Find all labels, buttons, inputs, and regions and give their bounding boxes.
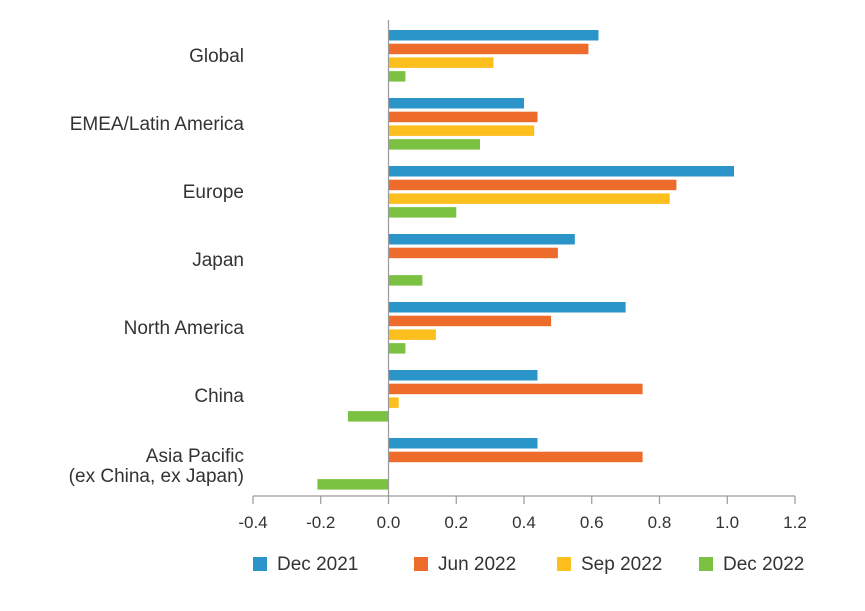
x-tick-label: -0.4 bbox=[238, 513, 267, 532]
bar-sep-2022-0 bbox=[388, 57, 494, 68]
bar-sep-2022-5 bbox=[388, 397, 399, 408]
bars-layer bbox=[317, 30, 734, 490]
bar-dec-2021-4 bbox=[388, 302, 626, 313]
x-tick-label: -0.2 bbox=[306, 513, 335, 532]
category-label: North America bbox=[124, 318, 245, 339]
bar-dec-2021-2 bbox=[388, 166, 734, 177]
category-label: EMEA/Latin America bbox=[70, 114, 245, 135]
x-tick-label: 1.2 bbox=[783, 513, 807, 532]
bar-dec-2021-5 bbox=[388, 370, 538, 381]
bar-dec-2021-0 bbox=[388, 30, 599, 41]
axes: -0.4 -0.2 0.0 0.2 0.4 0.6 0.8 1.0 1.2 bbox=[238, 20, 807, 532]
x-tick-label: 0.2 bbox=[444, 513, 468, 532]
bar-jun-2022-1 bbox=[388, 111, 538, 123]
bar-dec-2022-1 bbox=[388, 139, 480, 150]
legend: Dec 2021 Jun 2022 Sep 2022 Dec 2022 bbox=[253, 554, 804, 575]
category-label: Asia Pacific (ex China, ex Japan) bbox=[69, 446, 244, 487]
bar-dec-2022-3 bbox=[388, 275, 423, 286]
bar-jun-2022-5 bbox=[388, 383, 643, 395]
bar-dec-2021-3 bbox=[388, 234, 575, 245]
category-label: China bbox=[194, 386, 244, 407]
legend-swatch-jun-2022 bbox=[414, 557, 428, 571]
legend-label-sep-2022: Sep 2022 bbox=[581, 554, 662, 575]
legend-label-dec-2022: Dec 2022 bbox=[723, 554, 804, 575]
bar-jun-2022-4 bbox=[388, 315, 552, 327]
bar-dec-2022-4 bbox=[388, 343, 406, 354]
legend-swatch-dec-2022 bbox=[699, 557, 713, 571]
bar-sep-2022-1 bbox=[388, 125, 535, 136]
x-tick-label: 0.6 bbox=[580, 513, 604, 532]
legend-label-dec-2021: Dec 2021 bbox=[277, 554, 358, 575]
legend-swatch-dec-2021 bbox=[253, 557, 267, 571]
bar-jun-2022-6 bbox=[388, 451, 643, 463]
legend-label-jun-2022: Jun 2022 bbox=[438, 554, 516, 575]
x-tick-label: 1.0 bbox=[715, 513, 739, 532]
bar-dec-2021-1 bbox=[388, 98, 524, 109]
bar-dec-2022-6 bbox=[317, 479, 389, 490]
bar-sep-2022-4 bbox=[388, 329, 436, 340]
bar-jun-2022-2 bbox=[388, 179, 677, 191]
category-labels: Global EMEA/Latin America Europe Japan North… bbox=[69, 46, 245, 487]
bar-jun-2022-0 bbox=[388, 43, 589, 55]
category-label: Global bbox=[189, 46, 244, 67]
bar-sep-2022-2 bbox=[388, 193, 670, 204]
category-label: Japan bbox=[192, 250, 244, 271]
bar-jun-2022-3 bbox=[388, 247, 558, 259]
x-tick-label: 0.8 bbox=[648, 513, 672, 532]
bar-dec-2022-5 bbox=[347, 411, 389, 422]
bar-dec-2021-6 bbox=[388, 438, 538, 449]
bar-dec-2022-2 bbox=[388, 207, 457, 218]
legend-swatch-sep-2022 bbox=[557, 557, 571, 571]
category-label: Europe bbox=[183, 182, 244, 203]
bar-dec-2022-0 bbox=[388, 71, 406, 82]
x-tick-label: 0.0 bbox=[377, 513, 401, 532]
x-tick-label: 0.4 bbox=[512, 513, 536, 532]
